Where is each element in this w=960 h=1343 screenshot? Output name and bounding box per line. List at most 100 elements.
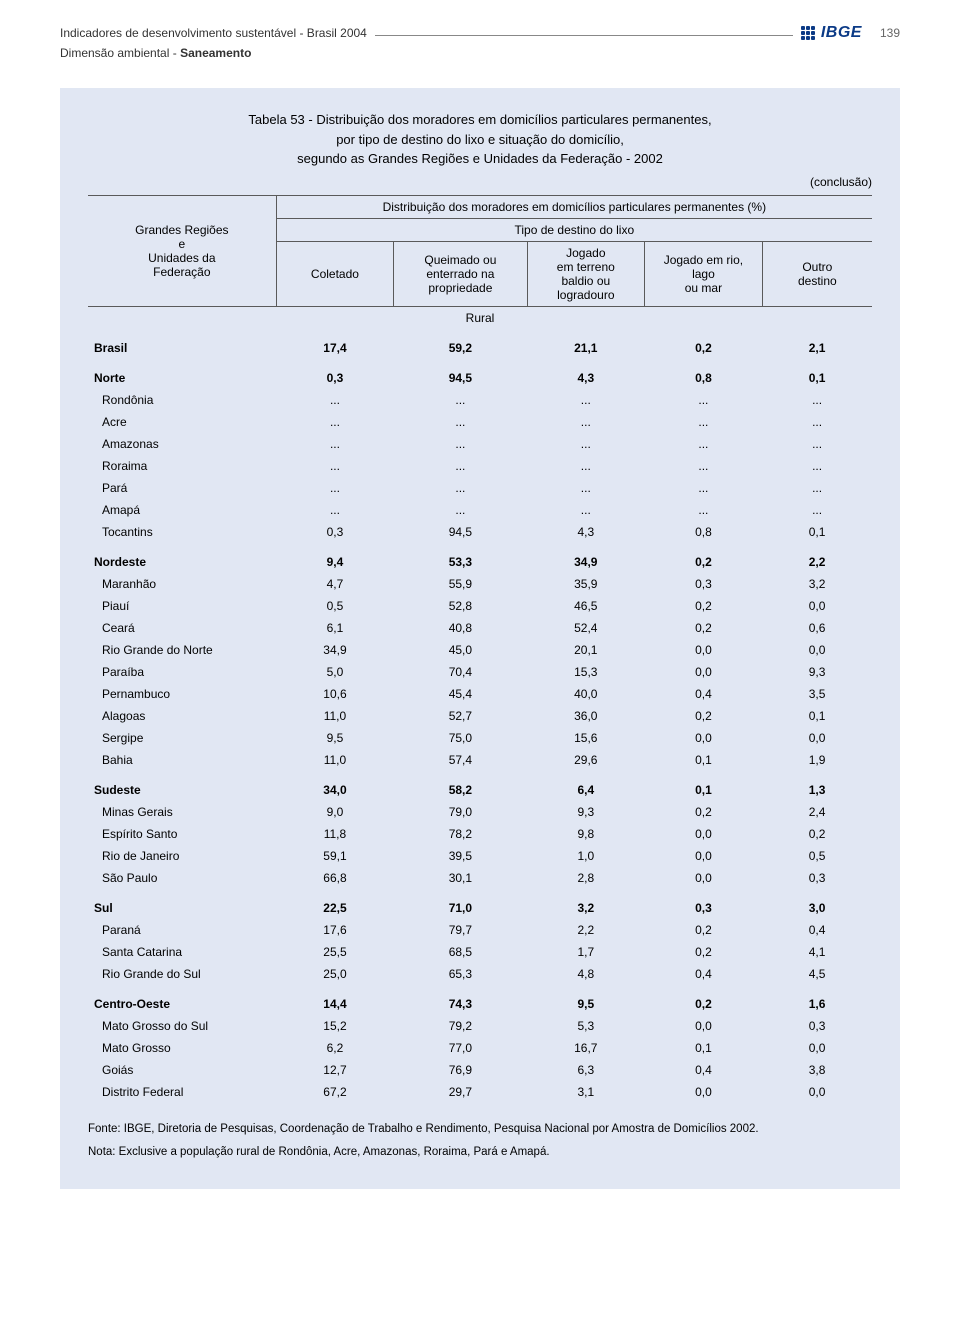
- cell-value: 2,1: [762, 329, 872, 359]
- table-row: Tocantins0,394,54,30,80,1: [88, 521, 872, 543]
- cell-value: 0,4: [645, 683, 763, 705]
- cell-value: 65,3: [394, 963, 527, 985]
- cell-value: 45,0: [394, 639, 527, 661]
- cell-value: 75,0: [394, 727, 527, 749]
- cell-value: 79,2: [394, 1015, 527, 1037]
- cell-value: 14,4: [276, 985, 394, 1015]
- table-row: Centro-Oeste14,474,39,50,21,6: [88, 985, 872, 1015]
- cell-value: 0,6: [762, 617, 872, 639]
- cell-value: 46,5: [527, 595, 645, 617]
- col-region-l4: Federação: [153, 265, 210, 279]
- cell-value: 45,4: [394, 683, 527, 705]
- cell-value: 3,2: [762, 573, 872, 595]
- cell-value: 21,1: [527, 329, 645, 359]
- cell-value: 66,8: [276, 867, 394, 889]
- cell-value: 0,2: [645, 941, 763, 963]
- cell-value: 94,5: [394, 521, 527, 543]
- cell-value: 17,4: [276, 329, 394, 359]
- ibge-logo: IBGE: [801, 24, 862, 42]
- cell-value: 0,0: [645, 867, 763, 889]
- table-body: Rural Brasil17,459,221,10,22,1Norte0,394…: [88, 306, 872, 1103]
- cell-value: 55,9: [394, 573, 527, 595]
- cell-value: 2,4: [762, 801, 872, 823]
- row-label: Rio de Janeiro: [88, 845, 276, 867]
- cell-value: 67,2: [276, 1081, 394, 1103]
- row-label: Mato Grosso do Sul: [88, 1015, 276, 1037]
- col-outro-header: Outro destino: [762, 241, 872, 306]
- cell-value: 15,3: [527, 661, 645, 683]
- table-row: Roraima...............: [88, 455, 872, 477]
- cell-value: 3,2: [527, 889, 645, 919]
- cell-value: 11,0: [276, 749, 394, 771]
- cell-value: 40,0: [527, 683, 645, 705]
- table-row: Paraná17,679,72,20,20,4: [88, 919, 872, 941]
- cell-value: 0,5: [276, 595, 394, 617]
- cell-value: ...: [276, 477, 394, 499]
- cell-value: 3,0: [762, 889, 872, 919]
- cell-value: ...: [527, 499, 645, 521]
- row-label: Rio Grande do Norte: [88, 639, 276, 661]
- cell-value: ...: [527, 389, 645, 411]
- table-row: Pará...............: [88, 477, 872, 499]
- cell-value: 25,0: [276, 963, 394, 985]
- cell-value: 3,5: [762, 683, 872, 705]
- cell-value: 4,3: [527, 521, 645, 543]
- col-queimado-l1: Queimado ou: [424, 253, 496, 267]
- title-line-3: segundo as Grandes Regiões e Unidades da…: [297, 151, 663, 166]
- cell-value: 1,3: [762, 771, 872, 801]
- page-number: 139: [880, 26, 900, 40]
- cell-value: 0,0: [645, 661, 763, 683]
- cell-value: 15,6: [527, 727, 645, 749]
- cell-value: 6,3: [527, 1059, 645, 1081]
- table-row: Rondônia...............: [88, 389, 872, 411]
- table-row: Sudeste34,058,26,40,11,3: [88, 771, 872, 801]
- row-label: Sergipe: [88, 727, 276, 749]
- conclusao-label: (conclusão): [88, 175, 872, 189]
- cell-value: 4,8: [527, 963, 645, 985]
- cell-value: 1,6: [762, 985, 872, 1015]
- row-label: Minas Gerais: [88, 801, 276, 823]
- col-terreno-header: Jogado em terreno baldio ou logradouro: [527, 241, 645, 306]
- cell-value: 0,0: [645, 845, 763, 867]
- row-label: Brasil: [88, 329, 276, 359]
- cell-value: 5,3: [527, 1015, 645, 1037]
- cell-value: 12,7: [276, 1059, 394, 1081]
- ibge-logo-text: IBGE: [821, 24, 862, 42]
- cell-value: 5,0: [276, 661, 394, 683]
- col-rio-l3: ou mar: [685, 281, 722, 295]
- cell-value: 0,1: [762, 359, 872, 389]
- col-outro-l1: Outro: [802, 260, 832, 274]
- table-row: Amapá...............: [88, 499, 872, 521]
- cell-value: 0,5: [762, 845, 872, 867]
- cell-value: 0,2: [645, 329, 763, 359]
- cell-value: 0,3: [762, 867, 872, 889]
- cell-value: 9,5: [527, 985, 645, 1015]
- row-label: Bahia: [88, 749, 276, 771]
- cell-value: 36,0: [527, 705, 645, 727]
- cell-value: 0,8: [645, 359, 763, 389]
- row-label: Tocantins: [88, 521, 276, 543]
- cell-value: ...: [762, 389, 872, 411]
- col-queimado-header: Queimado ou enterrado na propriedade: [394, 241, 527, 306]
- row-label: Amazonas: [88, 433, 276, 455]
- cell-value: 1,7: [527, 941, 645, 963]
- col-terreno-l1: Jogado: [566, 246, 605, 260]
- cell-value: 22,5: [276, 889, 394, 919]
- rural-section-label: Rural: [88, 306, 872, 329]
- col-queimado-l3: propriedade: [428, 281, 492, 295]
- row-label: Paraíba: [88, 661, 276, 683]
- cell-value: ...: [762, 477, 872, 499]
- cell-value: ...: [645, 433, 763, 455]
- cell-value: ...: [645, 411, 763, 433]
- table-row: Sul22,571,03,20,33,0: [88, 889, 872, 919]
- cell-value: ...: [394, 455, 527, 477]
- col-queimado-l2: enterrado na: [426, 267, 494, 281]
- cell-value: 0,0: [762, 595, 872, 617]
- table-row: Rio de Janeiro59,139,51,00,00,5: [88, 845, 872, 867]
- cell-value: 59,1: [276, 845, 394, 867]
- row-label: Norte: [88, 359, 276, 389]
- col-region-l1: Grandes Regiões: [135, 223, 228, 237]
- cell-value: 0,3: [276, 359, 394, 389]
- cell-value: 20,1: [527, 639, 645, 661]
- row-label: Sudeste: [88, 771, 276, 801]
